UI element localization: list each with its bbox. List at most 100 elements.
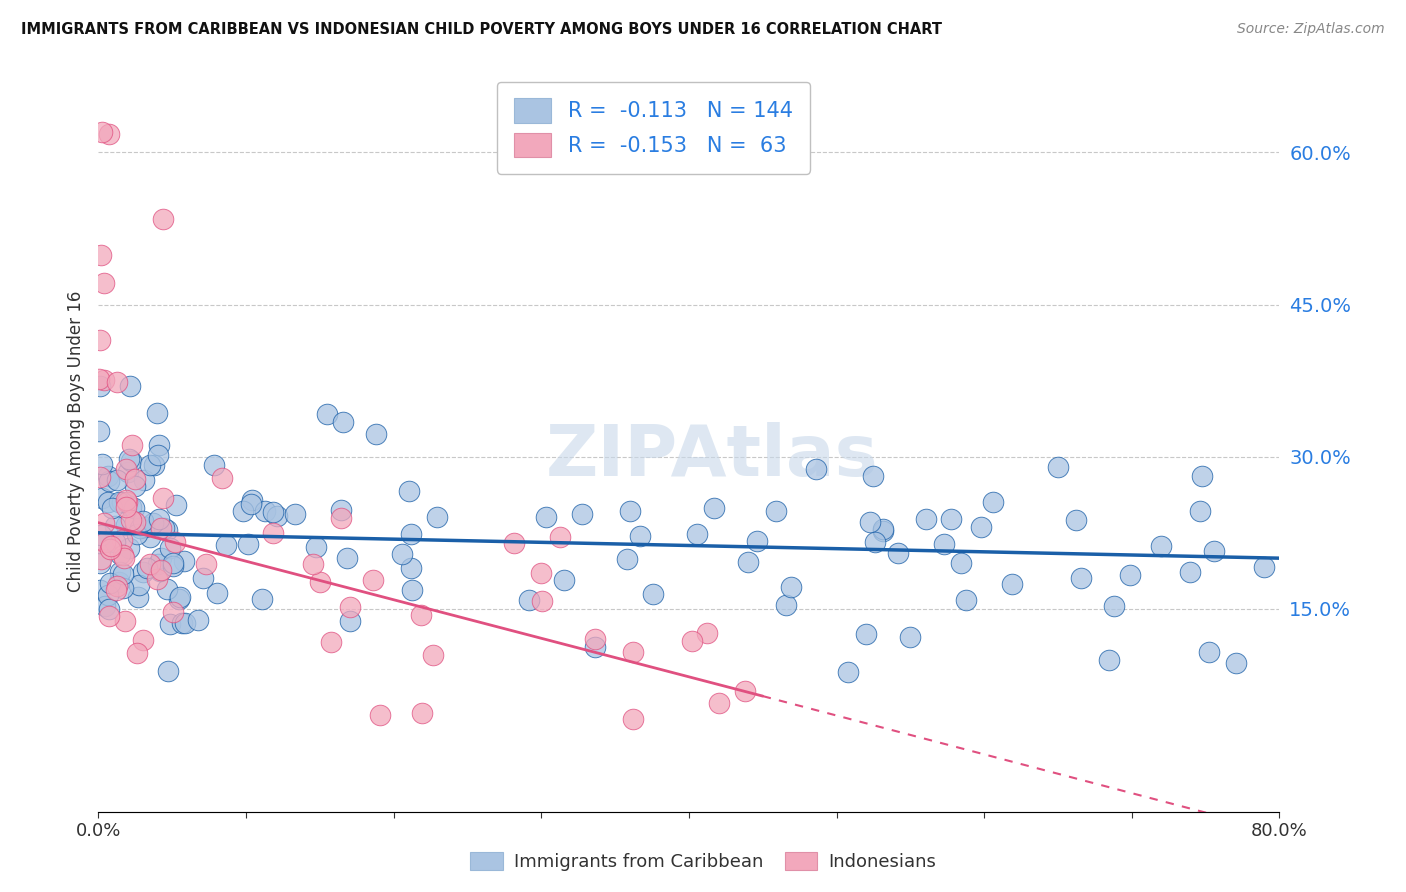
Point xyxy=(1102,599,1125,613)
Point xyxy=(93,516,115,531)
Point xyxy=(619,504,641,518)
Point xyxy=(422,648,444,662)
Point xyxy=(1064,513,1087,527)
Point xyxy=(1253,560,1275,574)
Point xyxy=(107,494,129,508)
Point xyxy=(150,521,173,535)
Point xyxy=(89,333,111,347)
Point xyxy=(553,573,575,587)
Point xyxy=(93,276,115,290)
Point xyxy=(214,538,236,552)
Point xyxy=(319,634,342,648)
Point xyxy=(187,613,209,627)
Point xyxy=(643,587,665,601)
Point xyxy=(89,372,111,386)
Point xyxy=(132,473,155,487)
Point xyxy=(628,529,651,543)
Point xyxy=(571,507,593,521)
Point xyxy=(1118,567,1140,582)
Point xyxy=(97,609,120,624)
Point xyxy=(364,427,387,442)
Point xyxy=(368,707,391,722)
Point xyxy=(91,457,114,471)
Point xyxy=(90,527,112,541)
Point xyxy=(152,491,174,505)
Point xyxy=(202,458,225,472)
Point xyxy=(779,580,801,594)
Point xyxy=(302,558,325,572)
Point xyxy=(139,558,162,572)
Point xyxy=(686,527,709,541)
Point xyxy=(131,514,153,528)
Point xyxy=(101,500,124,515)
Text: Source: ZipAtlas.com: Source: ZipAtlas.com xyxy=(1237,22,1385,37)
Point xyxy=(932,537,955,551)
Point xyxy=(1225,657,1247,671)
Point xyxy=(862,468,884,483)
Point xyxy=(398,484,420,499)
Point xyxy=(411,706,433,720)
Point xyxy=(94,534,117,549)
Point xyxy=(950,556,973,570)
Point xyxy=(855,627,877,641)
Point xyxy=(1198,645,1220,659)
Point xyxy=(93,373,115,387)
Point xyxy=(89,583,111,598)
Point xyxy=(309,575,332,590)
Point xyxy=(173,554,195,568)
Point xyxy=(105,473,128,487)
Point xyxy=(122,501,145,516)
Point xyxy=(121,438,143,452)
Point xyxy=(1047,459,1070,474)
Point xyxy=(108,547,131,561)
Point xyxy=(162,558,184,573)
Point xyxy=(253,503,276,517)
Point xyxy=(104,534,127,549)
Point xyxy=(120,513,142,527)
Point xyxy=(193,571,215,585)
Point xyxy=(1150,539,1173,553)
Point xyxy=(339,615,361,629)
Point xyxy=(124,479,146,493)
Point xyxy=(1178,565,1201,579)
Point xyxy=(156,664,179,678)
Point xyxy=(250,592,273,607)
Point xyxy=(148,512,170,526)
Point xyxy=(128,578,150,592)
Point xyxy=(399,527,422,541)
Point xyxy=(114,550,136,565)
Point xyxy=(262,525,284,540)
Point xyxy=(98,602,121,616)
Legend: Immigrants from Caribbean, Indonesians: Immigrants from Caribbean, Indonesians xyxy=(463,845,943,879)
Point xyxy=(118,541,141,555)
Point xyxy=(391,547,413,561)
Point xyxy=(707,697,730,711)
Point xyxy=(172,615,194,630)
Text: IMMIGRANTS FROM CARIBBEAN VS INDONESIAN CHILD POVERTY AMONG BOYS UNDER 16 CORREL: IMMIGRANTS FROM CARIBBEAN VS INDONESIAN … xyxy=(21,22,942,37)
Point xyxy=(146,572,169,586)
Point xyxy=(146,406,169,420)
Point xyxy=(361,574,384,588)
Point xyxy=(111,495,134,509)
Point xyxy=(583,640,606,654)
Point xyxy=(132,566,155,580)
Point xyxy=(115,493,138,508)
Point xyxy=(970,520,993,534)
Point xyxy=(135,561,157,575)
Point xyxy=(329,503,352,517)
Point xyxy=(90,552,112,566)
Point xyxy=(872,524,894,539)
Point xyxy=(734,684,756,698)
Point xyxy=(239,497,262,511)
Point xyxy=(98,474,121,488)
Point xyxy=(339,599,361,614)
Point xyxy=(205,586,228,600)
Point xyxy=(115,500,138,514)
Point xyxy=(97,588,120,602)
Point xyxy=(621,712,644,726)
Point xyxy=(162,605,184,619)
Point xyxy=(915,512,938,526)
Point xyxy=(1188,504,1211,518)
Point xyxy=(409,608,432,623)
Point xyxy=(98,542,121,557)
